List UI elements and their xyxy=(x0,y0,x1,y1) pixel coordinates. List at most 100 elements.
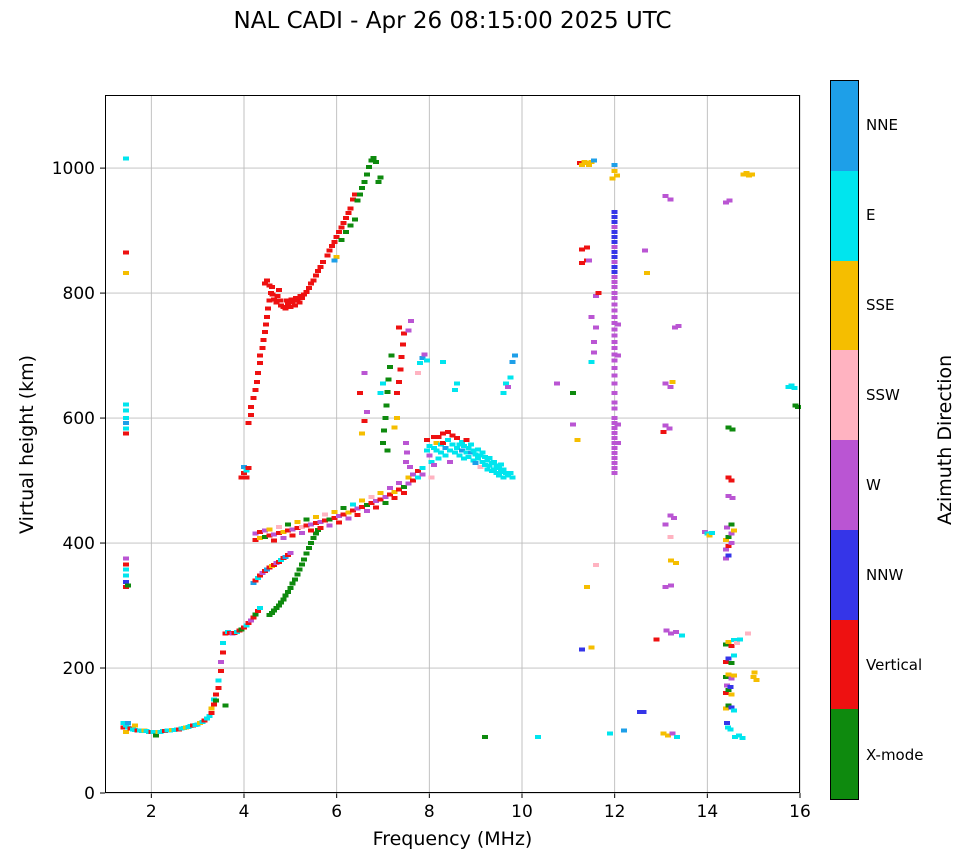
data-point xyxy=(122,573,129,578)
data-point xyxy=(301,557,308,562)
data-point xyxy=(122,156,129,161)
data-point xyxy=(708,531,715,536)
data-point xyxy=(347,206,354,211)
data-point xyxy=(319,259,326,264)
x-tick-label: 4 xyxy=(239,802,250,822)
data-point xyxy=(342,216,349,221)
data-point xyxy=(271,538,278,543)
data-point xyxy=(670,516,677,521)
data-point xyxy=(502,471,509,476)
data-point xyxy=(377,491,384,496)
data-point xyxy=(725,494,732,499)
data-point xyxy=(340,221,347,226)
data-point xyxy=(405,475,412,480)
data-point xyxy=(486,456,493,461)
data-point xyxy=(433,448,440,453)
data-point xyxy=(579,162,586,167)
data-point xyxy=(257,529,264,534)
data-point xyxy=(667,384,674,389)
data-point xyxy=(354,512,361,517)
data-point xyxy=(477,464,484,469)
data-point xyxy=(333,234,340,239)
data-point xyxy=(377,391,384,396)
data-point xyxy=(607,731,614,736)
data-point xyxy=(247,404,254,409)
data-point xyxy=(122,402,129,407)
data-point xyxy=(611,333,618,338)
data-point xyxy=(414,469,421,474)
data-point xyxy=(611,471,618,476)
data-point xyxy=(611,406,618,411)
data-point xyxy=(122,579,129,584)
data-point xyxy=(289,533,296,538)
data-point xyxy=(498,469,505,474)
data-point xyxy=(722,659,729,664)
data-point xyxy=(611,274,618,279)
data-point xyxy=(288,297,295,302)
data-point xyxy=(674,734,681,739)
data-point xyxy=(308,528,315,533)
data-point xyxy=(611,421,618,426)
data-point xyxy=(660,429,667,434)
data-point xyxy=(614,422,621,427)
data-point xyxy=(414,371,421,376)
data-point xyxy=(359,498,366,503)
data-point xyxy=(380,381,386,386)
colorbar-segment-nne xyxy=(831,81,858,171)
data-point xyxy=(289,527,296,532)
data-point xyxy=(611,244,618,249)
data-point xyxy=(611,441,618,446)
data-point xyxy=(399,342,406,347)
colorbar-segment-sse xyxy=(831,260,858,351)
data-point xyxy=(728,705,735,710)
data-point xyxy=(238,475,245,480)
data-point xyxy=(252,578,259,583)
data-point xyxy=(122,271,129,276)
data-point xyxy=(664,733,671,738)
data-point xyxy=(745,631,752,636)
data-point xyxy=(400,491,407,496)
data-point xyxy=(586,258,593,263)
data-point xyxy=(611,431,618,436)
data-point xyxy=(456,453,463,458)
data-point xyxy=(305,546,312,551)
data-point xyxy=(611,259,618,264)
data-point xyxy=(495,466,502,471)
data-point xyxy=(391,489,398,494)
data-point xyxy=(593,562,600,567)
data-point xyxy=(444,429,451,434)
data-point xyxy=(731,637,738,642)
data-point xyxy=(331,239,338,244)
data-point xyxy=(666,426,673,431)
data-point xyxy=(398,354,405,359)
data-point xyxy=(322,512,329,517)
data-point xyxy=(282,306,289,311)
data-point xyxy=(410,472,417,477)
data-point xyxy=(252,531,259,536)
data-point xyxy=(728,661,735,666)
data-point xyxy=(502,381,509,386)
data-point xyxy=(285,302,292,307)
data-point xyxy=(265,306,272,311)
data-point xyxy=(217,669,224,674)
data-point xyxy=(252,612,259,617)
data-point xyxy=(553,381,560,386)
data-point xyxy=(356,391,363,396)
data-point xyxy=(222,703,229,708)
data-point xyxy=(287,304,294,309)
data-point xyxy=(363,409,370,414)
data-point xyxy=(725,475,732,480)
data-point xyxy=(672,629,679,634)
data-point xyxy=(593,325,600,330)
data-point xyxy=(125,721,132,726)
data-point xyxy=(424,358,431,363)
data-point xyxy=(407,319,414,324)
data-point xyxy=(396,325,403,330)
data-point xyxy=(586,162,593,167)
data-point xyxy=(345,516,352,521)
data-point xyxy=(363,172,370,177)
data-point xyxy=(611,436,618,441)
data-point xyxy=(391,496,398,501)
data-point xyxy=(241,471,247,476)
data-point xyxy=(296,300,303,305)
